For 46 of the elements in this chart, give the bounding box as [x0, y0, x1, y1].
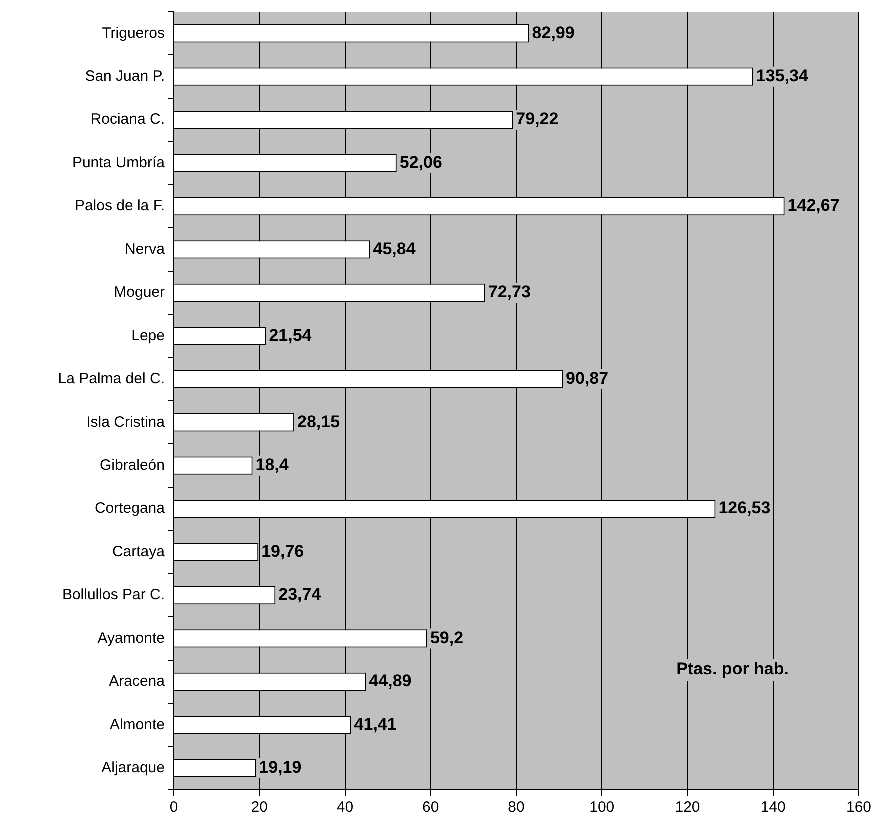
data-label: 23,74 — [278, 585, 322, 604]
y-tick-label: Punta Umbría — [72, 154, 166, 172]
data-label: 79,22 — [516, 110, 559, 129]
x-tick-label: 80 — [508, 799, 525, 816]
data-label: 72,73 — [488, 282, 531, 302]
y-tick-label: Moguer — [114, 284, 166, 302]
x-tick-label: 0 — [170, 799, 178, 816]
y-tick-label: Trigueros — [102, 24, 165, 42]
y-tick-label: Isla Cristina — [86, 414, 166, 431]
x-tick-label: 160 — [846, 799, 872, 816]
y-tick-label: Nerva — [124, 240, 166, 258]
data-label: 142,67 — [788, 196, 840, 216]
y-tick-label: Cortegana — [94, 500, 166, 518]
y-tick-label: Aljaraque — [102, 760, 165, 777]
data-label: 59,2 — [430, 628, 464, 648]
data-label: 45,84 — [373, 239, 416, 258]
data-label: 126,53 — [718, 498, 771, 518]
data-label: 41,41 — [354, 714, 397, 734]
y-tick-label: Lepe — [132, 327, 165, 344]
data-label: 82,99 — [532, 23, 575, 42]
data-label: 90,87 — [566, 369, 609, 388]
y-tick-label: Aracena — [109, 673, 166, 690]
x-tick-label: 120 — [675, 799, 700, 816]
x-tick-label: 20 — [251, 799, 268, 816]
y-tick-label: Rociana C. — [90, 111, 165, 128]
x-tick-label: 140 — [760, 799, 786, 816]
y-tick-label: Ayamonte — [98, 630, 165, 647]
data-label: 135,34 — [756, 66, 809, 86]
x-tick-label: 100 — [590, 799, 615, 816]
data-label: 44,89 — [369, 672, 412, 691]
y-tick-label: San Juan P. — [85, 68, 165, 85]
x-tick-label: 40 — [336, 799, 354, 816]
data-label: 21,54 — [269, 326, 312, 345]
y-tick-label: Gibraleón — [100, 456, 165, 474]
y-tick-label: Almonte — [110, 716, 165, 734]
data-label: 28,15 — [298, 412, 340, 432]
annotation: Ptas. por hab. — [676, 660, 789, 679]
y-tick-label: Palos de la F. — [74, 198, 165, 215]
data-label: 19,19 — [259, 758, 302, 778]
data-label: 52,06 — [400, 152, 442, 172]
y-tick-label: Bollullos Par C. — [62, 586, 165, 604]
data-label: 18,4 — [256, 456, 290, 475]
y-tick-label: La Palma del C. — [58, 370, 165, 388]
data-label: 19,76 — [262, 542, 304, 561]
y-tick-label: Cartaya — [112, 543, 166, 560]
x-tick-label: 60 — [422, 799, 440, 816]
